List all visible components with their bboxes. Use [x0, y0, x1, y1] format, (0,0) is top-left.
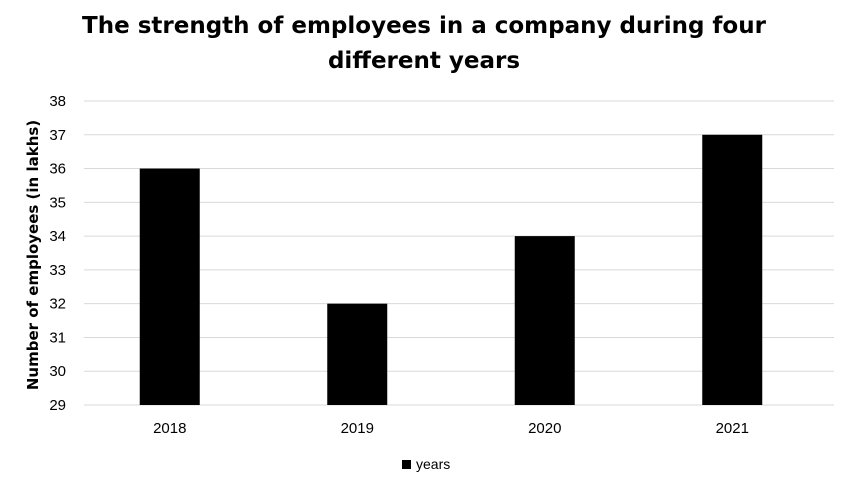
y-axis-title: Number of employees (in lakhs)	[24, 120, 42, 390]
y-tick-label: 32	[49, 296, 66, 313]
bar-2019	[327, 303, 388, 405]
y-tick-label: 33	[49, 262, 66, 279]
x-axis-ticks: 2018 2019 2020 2021	[153, 420, 749, 437]
x-tick-label: 2021	[716, 420, 749, 437]
chart-title-line-1: The strength of employees in a company d…	[82, 13, 767, 39]
x-tick-label: 2020	[528, 420, 561, 437]
x-tick-label: 2019	[341, 420, 374, 437]
y-tick-label: 31	[49, 329, 66, 346]
chart-title: The strength of employees in a company d…	[82, 13, 767, 74]
y-tick-label: 30	[49, 363, 66, 380]
legend-swatch	[402, 460, 411, 469]
bar-2021	[702, 134, 763, 405]
y-tick-label: 37	[49, 127, 66, 144]
y-tick-label: 35	[49, 194, 66, 211]
bar-2020	[514, 236, 575, 405]
chart-title-line-2: different years	[328, 48, 520, 74]
y-tick-label: 34	[49, 228, 66, 245]
legend: years	[402, 456, 450, 472]
bars	[139, 134, 763, 405]
legend-label: years	[416, 456, 450, 472]
x-tick-label: 2018	[153, 420, 186, 437]
y-tick-label: 36	[49, 161, 66, 178]
gridlines	[84, 100, 834, 406]
y-tick-label: 29	[49, 397, 66, 414]
bar-2018	[139, 168, 200, 405]
y-tick-label: 38	[49, 93, 66, 110]
y-axis-ticks: 29 30 31 32 33 34 35 36 37 38	[49, 93, 66, 414]
